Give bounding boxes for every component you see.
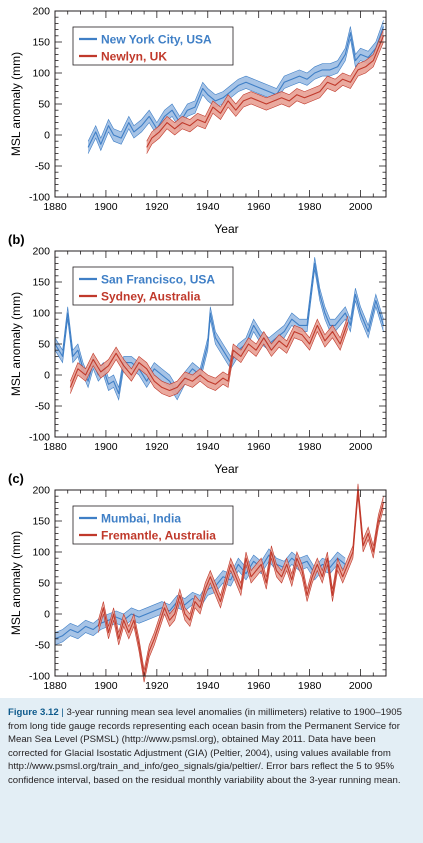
data-series (54, 483, 385, 683)
y-tick-label: -100 (29, 192, 50, 204)
x-tick-label: 1940 (196, 201, 220, 213)
legend-box (72, 266, 234, 306)
y-tick-label: 100 (32, 308, 50, 320)
axes: 1880 1900 1920 1940 1960 1980 2000 -100 -50 0 50 10… (9, 246, 387, 476)
x-tick-label: 1980 (298, 680, 322, 692)
series-band-2 (146, 29, 384, 154)
x-axis-label: Year (214, 462, 238, 476)
x-tick-label: 1900 (94, 441, 118, 453)
x-tick-label: 1880 (43, 441, 67, 453)
legend-label-1: New York City, USA (101, 33, 212, 47)
x-tick-label: 2000 (349, 680, 373, 692)
legend: San Francisco, USA Sydney, Australia (72, 266, 234, 306)
y-tick-label: -100 (29, 671, 50, 683)
series-upper-edge-2 (146, 29, 384, 142)
y-tick-label: 50 (38, 578, 50, 590)
x-axis-label: Year (214, 222, 238, 236)
caption-box (0, 698, 423, 843)
y-tick-label: 150 (32, 516, 50, 528)
x-tick-label: 1920 (145, 441, 169, 453)
series-band-2 (70, 316, 348, 397)
y-tick-label: -50 (35, 640, 50, 652)
x-tick-label: 1980 (298, 441, 322, 453)
series-lower-edge-1 (87, 32, 384, 154)
legend-label-1: San Francisco, USA (101, 273, 215, 287)
y-tick-label: 200 (32, 485, 50, 497)
legend-label-2: Fremantle, Australia (101, 529, 216, 543)
panel-label: (b) (8, 232, 25, 247)
legend-label-2: Sydney, Australia (101, 290, 201, 304)
y-tick-label: 0 (44, 609, 50, 621)
x-tick-label: 1940 (196, 441, 220, 453)
y-tick-label: 150 (32, 37, 50, 49)
legend: New York City, USA Newlyn, UK (72, 26, 234, 66)
series-lower-edge-2 (98, 496, 384, 683)
x-tick-label: 1980 (298, 201, 322, 213)
panel-label: (c) (8, 471, 24, 486)
x-tick-label: 1900 (94, 680, 118, 692)
series-upper-edge-2 (98, 483, 384, 670)
y-tick-label: 100 (32, 68, 50, 80)
y-tick-label: 200 (32, 246, 50, 258)
series-line-2 (146, 35, 385, 148)
x-tick-label: 1920 (145, 680, 169, 692)
y-axis-label: MSL anomaly (mm) (9, 52, 23, 156)
figure-caption: Figure 3.12 | 3-year running mean sea le… (8, 706, 408, 788)
series-lower-edge-2 (70, 328, 349, 398)
series-band-1 (55, 548, 346, 645)
legend-label-2: Newlyn, UK (101, 50, 167, 64)
x-tick-label: 2000 (349, 441, 373, 453)
y-tick-label: 50 (38, 339, 50, 351)
chart-panel-1: 1880 1900 1920 1940 1960 1980 2000 -100 -50 0 50 10… (9, 6, 387, 236)
series-line-2 (97, 489, 385, 677)
x-tick-label: 1920 (145, 201, 169, 213)
figure-separator: | (61, 707, 64, 718)
axes: 1880 1900 1920 1940 1960 1980 2000 -100 -50 0 50 10… (9, 6, 387, 236)
y-tick-label: -50 (35, 401, 50, 413)
x-tick-label: 1880 (43, 680, 67, 692)
y-tick-label: 150 (32, 277, 50, 289)
x-tick-label: 2000 (349, 201, 373, 213)
figure-label: Figure 3.12 (8, 707, 59, 718)
y-tick-label: 50 (38, 99, 50, 111)
y-tick-label: 0 (44, 130, 50, 142)
legend: Mumbai, India Fremantle, Australia (72, 505, 234, 545)
y-tick-label: -100 (29, 432, 50, 444)
data-series (87, 20, 385, 154)
x-tick-label: 1960 (247, 680, 271, 692)
chart-panel-2: 1880 1900 1920 1940 1960 1980 2000 -100 -50 0 50 10… (8, 232, 387, 476)
series-lower-edge-2 (146, 41, 384, 154)
y-tick-label: -50 (35, 161, 50, 173)
legend-label-1: Mumbai, India (101, 512, 181, 526)
legend-box (72, 505, 234, 545)
y-axis-label: MSL anomaly (mm) (9, 292, 23, 396)
series-line-1 (87, 26, 385, 148)
y-tick-label: 100 (32, 547, 50, 559)
series-line-2 (69, 322, 349, 392)
x-tick-label: 1880 (43, 201, 67, 213)
x-tick-label: 1960 (247, 201, 271, 213)
x-tick-label: 1900 (94, 201, 118, 213)
x-tick-label: 1940 (196, 680, 220, 692)
series-upper-edge-1 (87, 20, 384, 142)
y-tick-label: 200 (32, 6, 50, 18)
caption-text: 3-year running mean sea level anomalies … (8, 707, 402, 786)
y-axis-label: MSL anomaly (mm) (9, 531, 23, 635)
legend-box (72, 26, 234, 66)
x-tick-label: 1960 (247, 441, 271, 453)
data-series (54, 257, 385, 401)
series-upper-edge-2 (70, 316, 349, 385)
axes: 1880 1900 1920 1940 1960 1980 2000 -100 -50 0 50 10… (9, 485, 387, 692)
chart-panel-3: 1880 1900 1920 1940 1960 1980 2000 -100 -50 0 50 10… (8, 471, 387, 692)
y-tick-label: 0 (44, 370, 50, 382)
figure-panels: 1880 1900 1920 1940 1960 1980 2000-100-5005010… (8, 6, 387, 692)
